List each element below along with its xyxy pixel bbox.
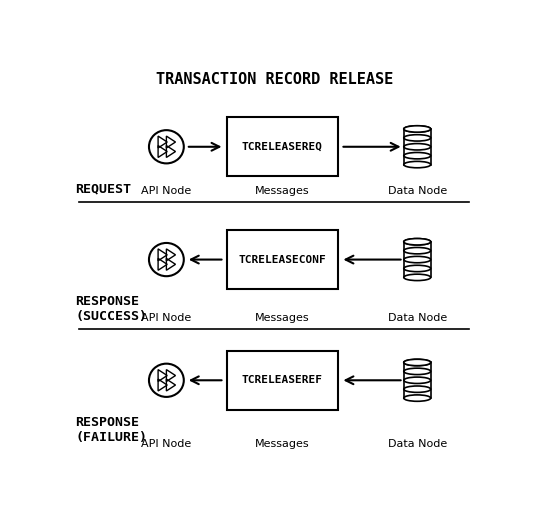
Text: Messages: Messages [255, 438, 310, 449]
Text: Messages: Messages [255, 186, 310, 196]
Text: Data Node: Data Node [388, 313, 447, 323]
Text: RESPONSE
(SUCCESS): RESPONSE (SUCCESS) [75, 295, 147, 323]
Text: TRANSACTION RECORD RELEASE: TRANSACTION RECORD RELEASE [156, 71, 393, 86]
Text: API Node: API Node [141, 438, 192, 449]
Bar [226, 117, 339, 176]
Bar [226, 230, 339, 289]
Ellipse shape [404, 126, 431, 132]
Text: TCRELEASEREF: TCRELEASEREF [242, 375, 323, 386]
Text: Data Node: Data Node [388, 186, 447, 196]
Text: Data Node: Data Node [388, 438, 447, 449]
Ellipse shape [404, 359, 431, 365]
Text: API Node: API Node [141, 186, 192, 196]
Ellipse shape [404, 238, 431, 245]
Ellipse shape [404, 395, 431, 401]
Text: API Node: API Node [141, 313, 192, 323]
Text: TCRELEASEREQ: TCRELEASEREQ [242, 142, 323, 152]
Bar [226, 351, 339, 410]
Ellipse shape [404, 161, 431, 168]
Text: RESPONSE
(FAILURE): RESPONSE (FAILURE) [75, 416, 147, 444]
Text: REQUEST: REQUEST [75, 182, 131, 195]
Text: Messages: Messages [255, 313, 310, 323]
Text: TCRELEASECONF: TCRELEASECONF [239, 254, 326, 265]
Ellipse shape [404, 274, 431, 281]
